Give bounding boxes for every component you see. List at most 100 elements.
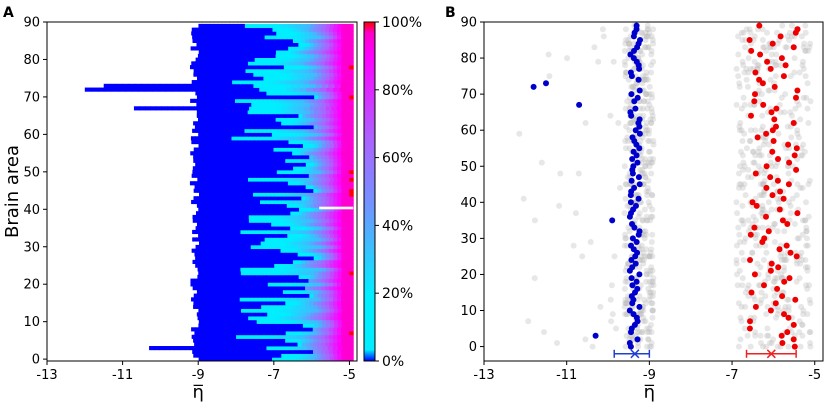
grey-point bbox=[622, 181, 629, 188]
heatmap-cell bbox=[317, 72, 322, 77]
heatmap-cell bbox=[301, 353, 306, 358]
heatmap-cell bbox=[304, 181, 309, 186]
grey-point bbox=[793, 260, 800, 267]
heatmap-cell bbox=[243, 327, 249, 332]
heatmap-cell bbox=[103, 83, 111, 88]
heatmap-cell bbox=[268, 297, 273, 302]
grey-point bbox=[785, 307, 792, 314]
heatmap-cell bbox=[252, 349, 258, 354]
heatmap-cell bbox=[249, 106, 256, 111]
heatmap-cell bbox=[216, 286, 222, 291]
grey-point bbox=[764, 29, 770, 36]
heatmap-cell bbox=[268, 136, 273, 141]
heatmap-cell bbox=[215, 91, 220, 96]
heatmap-cell bbox=[287, 23, 292, 29]
heatmap-cell bbox=[293, 218, 298, 223]
heatmap-cell bbox=[345, 72, 350, 77]
heatmap-cell bbox=[278, 203, 284, 208]
heatmap-cell bbox=[300, 229, 306, 235]
heatmap-cell bbox=[264, 334, 269, 339]
heatmap-cell bbox=[288, 173, 294, 178]
heatmap-cell bbox=[214, 357, 219, 362]
heatmap-cell bbox=[225, 72, 230, 77]
heatmap-cell bbox=[341, 95, 346, 100]
heatmap-cell bbox=[267, 267, 273, 272]
heatmap-cell bbox=[275, 207, 281, 212]
heatmap-cell bbox=[214, 184, 219, 190]
heatmap-cell bbox=[214, 46, 220, 51]
mean-marker bbox=[630, 349, 640, 359]
heatmap-cell bbox=[252, 169, 258, 175]
heatmap-cell bbox=[306, 95, 311, 100]
heatmap-cell bbox=[321, 57, 327, 62]
heatmap-cell bbox=[256, 38, 262, 44]
grey-point bbox=[640, 228, 647, 235]
grey-point bbox=[751, 159, 758, 166]
heatmap-cell bbox=[337, 289, 342, 294]
heatmap-cell bbox=[306, 323, 312, 328]
heatmap-cell bbox=[286, 87, 294, 92]
heatmap-cell bbox=[291, 143, 296, 148]
heatmap-cell bbox=[266, 125, 271, 130]
heatmap-cell bbox=[294, 312, 299, 317]
heatmap-cell bbox=[286, 256, 291, 261]
heatmap-cell bbox=[325, 259, 330, 265]
heatmap-cell bbox=[196, 38, 202, 44]
heatmap-cell bbox=[329, 110, 335, 115]
red-point bbox=[746, 325, 753, 332]
heatmap-cell bbox=[214, 319, 219, 324]
heatmap-cell bbox=[228, 237, 233, 242]
heatmap-cell bbox=[223, 244, 228, 250]
heatmap-cell bbox=[240, 267, 245, 272]
heatmap-cell bbox=[242, 263, 248, 268]
heatmap-cell bbox=[314, 271, 319, 276]
heatmap-cell bbox=[217, 357, 223, 362]
heatmap-cell bbox=[252, 38, 258, 44]
heatmap-cell bbox=[222, 263, 228, 268]
heatmap-cell bbox=[192, 38, 198, 44]
heatmap-cell bbox=[267, 289, 272, 294]
grey-point bbox=[799, 321, 806, 328]
heatmap-cell bbox=[212, 87, 220, 92]
heatmap-cell bbox=[271, 177, 276, 182]
heatmap-cell bbox=[256, 248, 261, 253]
red-point bbox=[751, 224, 758, 231]
heatmap-cell bbox=[304, 199, 310, 205]
heatmap-cell bbox=[337, 184, 342, 190]
heatmap-cell bbox=[325, 166, 330, 171]
heatmap-cell bbox=[314, 203, 319, 208]
heatmap-cell bbox=[292, 334, 298, 339]
red-point bbox=[777, 33, 784, 40]
heatmap-cell bbox=[282, 162, 287, 167]
heatmap-cell bbox=[240, 286, 246, 291]
heatmap-cell bbox=[329, 338, 334, 343]
heatmap-cell bbox=[233, 158, 238, 163]
heatmap-cell bbox=[240, 132, 246, 137]
heatmap-cell bbox=[241, 158, 246, 163]
heatmap-cell bbox=[287, 357, 292, 362]
heatmap-cell bbox=[349, 267, 354, 272]
grey-point bbox=[765, 275, 772, 282]
heatmap-cell bbox=[284, 327, 289, 332]
heatmap-cell bbox=[263, 151, 269, 156]
heatmap-cell bbox=[340, 83, 348, 88]
heatmap-cell bbox=[280, 173, 286, 178]
grey-point bbox=[787, 73, 794, 80]
grey-point bbox=[743, 65, 750, 72]
heatmap-cell bbox=[349, 353, 354, 358]
heatmap-cell bbox=[333, 286, 338, 291]
grey-point bbox=[741, 69, 748, 76]
heatmap-cell bbox=[305, 244, 311, 250]
heatmap-cell bbox=[201, 338, 206, 343]
heatmap-cell bbox=[219, 139, 225, 145]
heatmap-cell bbox=[248, 267, 253, 272]
heatmap-cell bbox=[179, 346, 186, 351]
heatmap-cell bbox=[328, 65, 334, 70]
heatmap-cell bbox=[272, 31, 277, 36]
heatmap-cell bbox=[294, 226, 299, 231]
heatmap-cell bbox=[259, 203, 264, 208]
heatmap-cell bbox=[153, 83, 161, 88]
blue-point bbox=[633, 239, 640, 245]
heatmap-cell bbox=[349, 139, 354, 145]
grey-point bbox=[797, 184, 804, 191]
